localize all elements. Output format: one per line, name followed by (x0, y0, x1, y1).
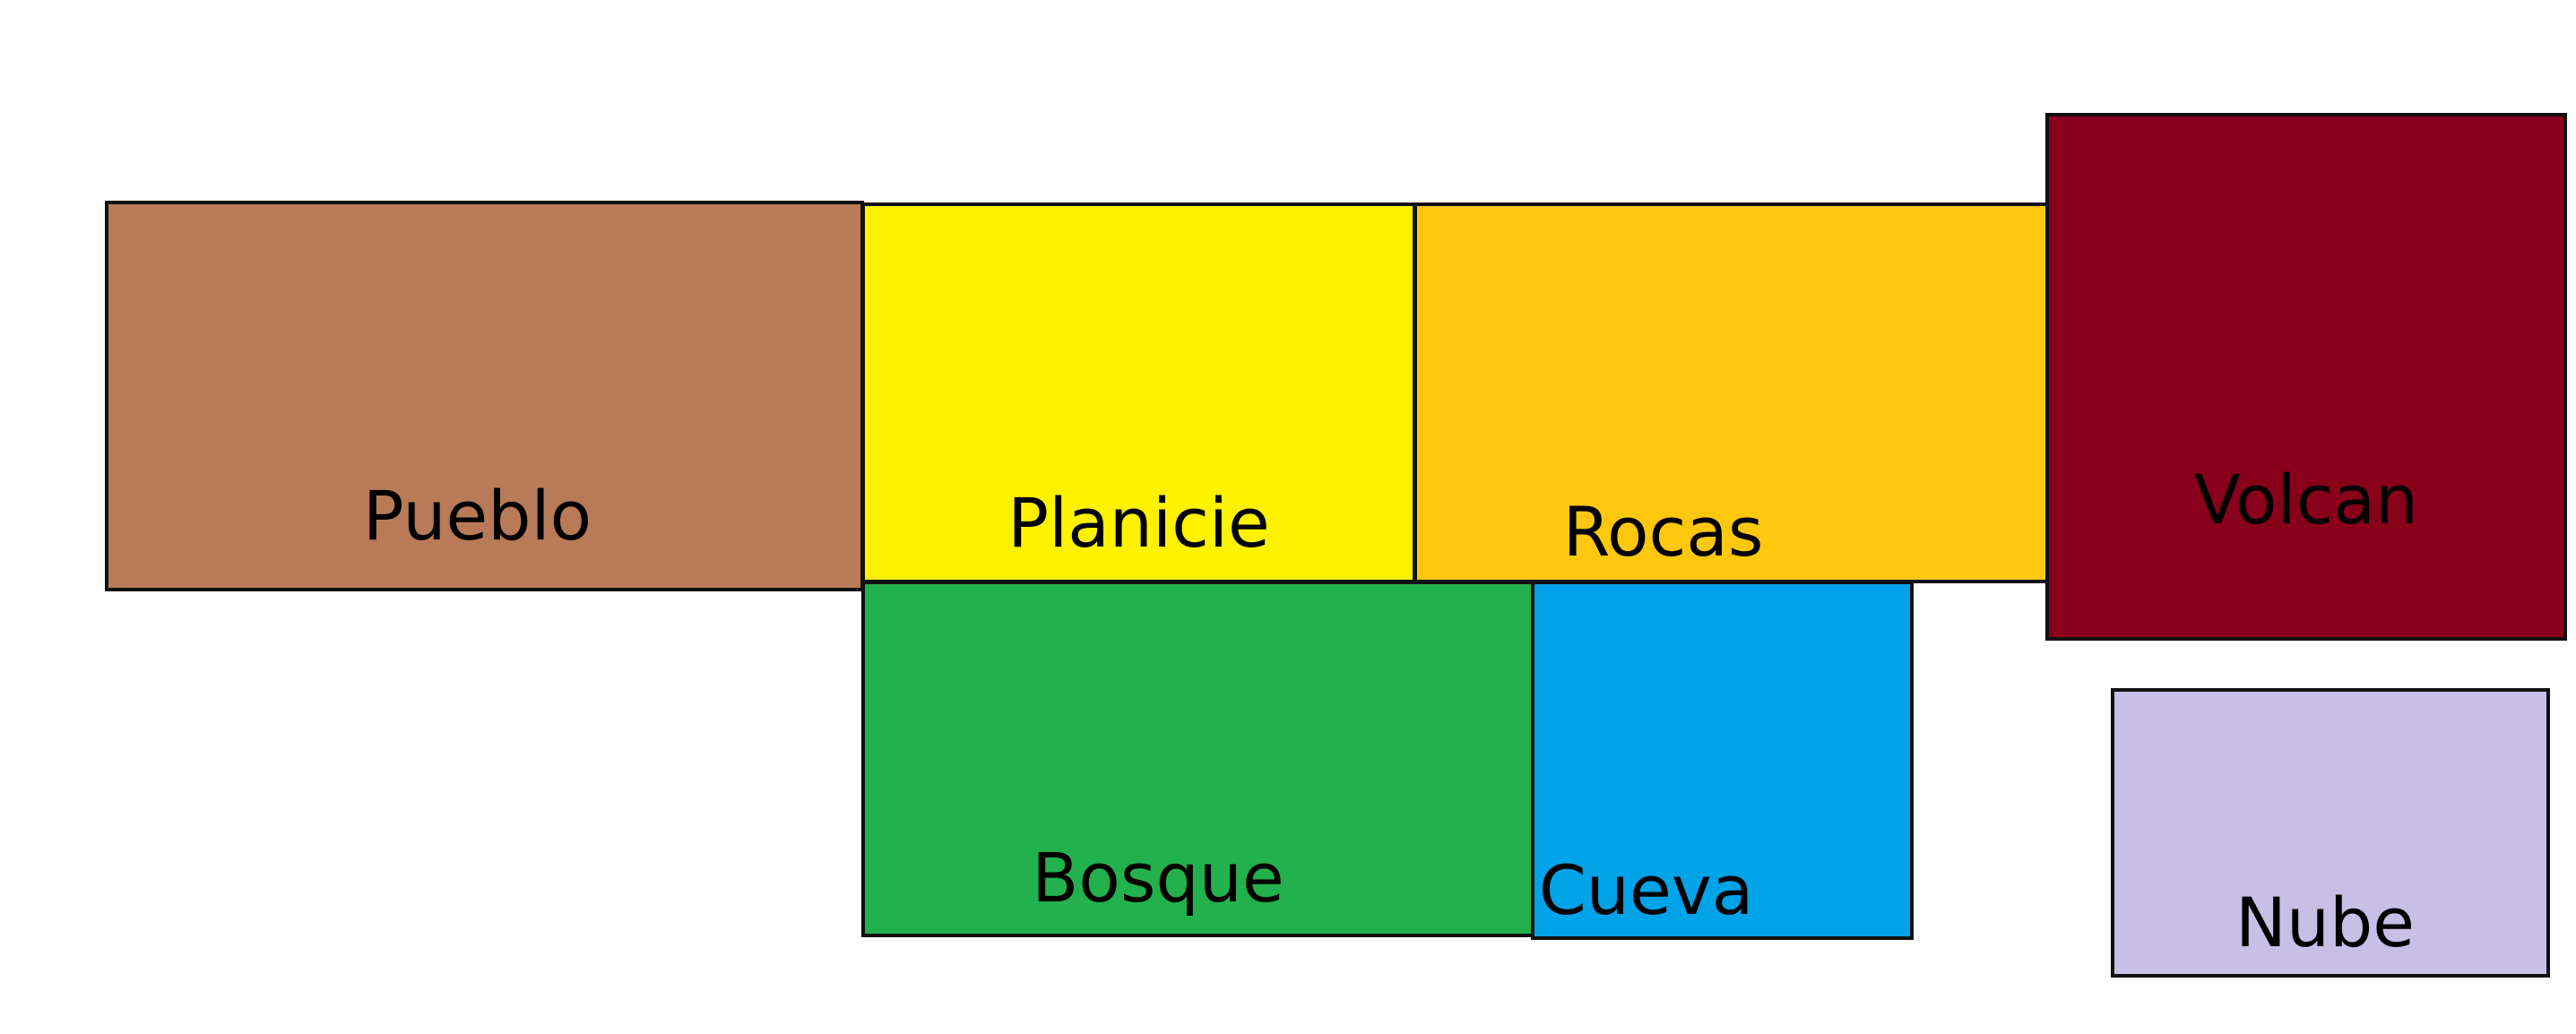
region-bosque: Bosque (861, 581, 1535, 937)
region-label-nube: Nube (2235, 883, 2416, 962)
region-label-bosque: Bosque (1032, 838, 1284, 918)
region-planicie: Planicie (861, 202, 1416, 583)
region-label-planicie: Planicie (1007, 483, 1270, 563)
region-label-rocas: Rocas (1562, 492, 1764, 572)
region-nube: Nube (2111, 688, 2550, 978)
region-volcan: Volcan (2045, 113, 2567, 641)
region-pueblo: Pueblo (105, 201, 864, 591)
region-label-pueblo: Pueblo (362, 476, 592, 556)
region-cueva: Cueva (1531, 581, 1914, 940)
region-rocas: Rocas (1413, 202, 2049, 583)
region-label-cueva: Cueva (1538, 850, 1754, 930)
region-label-volcan: Volcan (2193, 460, 2419, 539)
